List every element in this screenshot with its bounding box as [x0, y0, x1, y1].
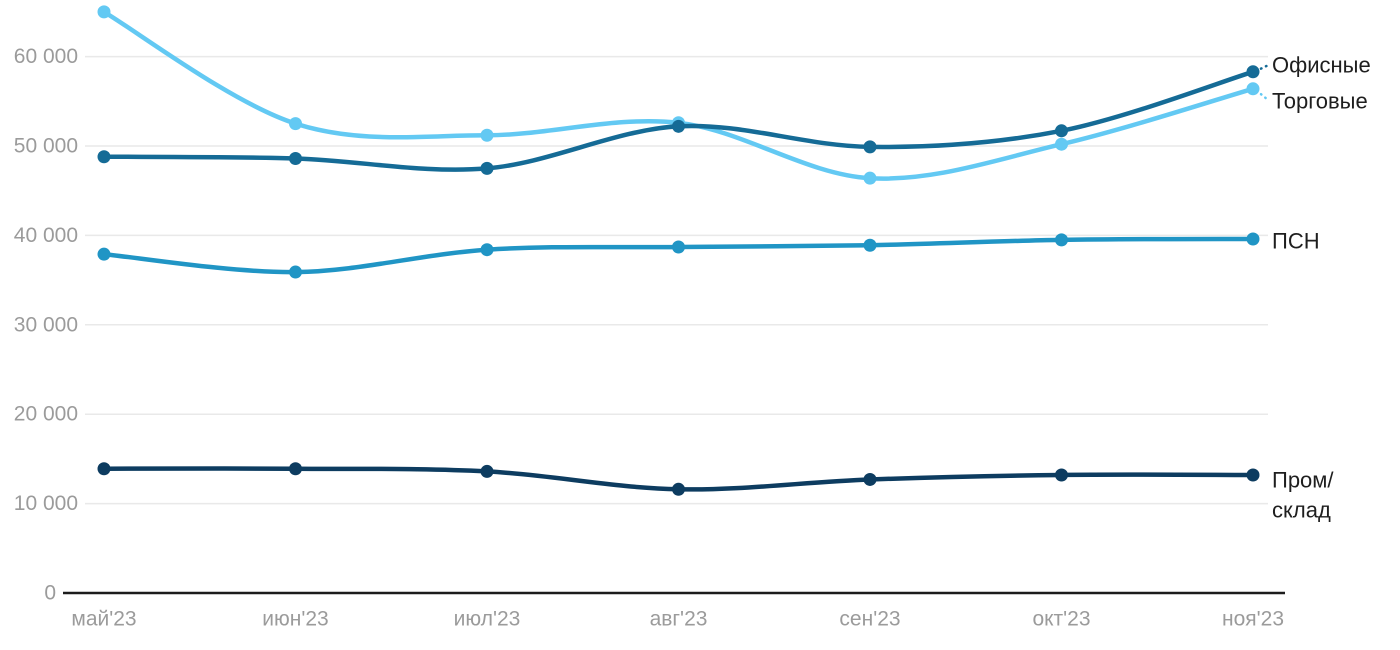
x-axis-tick-label: июл'23 [454, 608, 521, 631]
x-axis-tick-label: май'23 [71, 608, 136, 631]
data-point-psn[interactable] [480, 243, 494, 257]
series-label-ofisnye: Офисные [1272, 52, 1371, 77]
y-axis-tick-label: 0 [44, 582, 56, 605]
data-point-psn[interactable] [672, 240, 685, 254]
data-point-ofisnye[interactable] [480, 161, 494, 175]
data-point-torgovye[interactable] [1246, 82, 1260, 96]
y-axis-tick-label: 50 000 [14, 135, 78, 158]
data-point-torgovye[interactable] [1055, 137, 1068, 151]
x-axis-tick-label: авг'23 [650, 608, 708, 631]
series-label-torgovye: Торговые [1272, 88, 1368, 113]
x-axis-tick-label: окт'23 [1032, 608, 1090, 631]
data-point-ofisnye[interactable] [289, 152, 302, 166]
y-axis-tick-label: 30 000 [14, 313, 78, 336]
data-point-psn[interactable] [97, 247, 111, 261]
series-label-prom-sklad: склад [1272, 497, 1331, 522]
data-point-prom-sklad[interactable] [480, 464, 494, 478]
data-point-prom-sklad[interactable] [1055, 468, 1068, 482]
data-point-ofisnye[interactable] [672, 119, 685, 133]
data-point-torgovye[interactable] [480, 128, 494, 142]
y-axis-tick-label: 10 000 [14, 492, 78, 515]
data-point-torgovye[interactable] [863, 171, 877, 185]
series-label-psn: ПСН [1272, 228, 1320, 253]
data-point-psn[interactable] [863, 238, 877, 252]
data-point-psn[interactable] [289, 265, 302, 279]
data-point-torgovye[interactable] [97, 5, 111, 19]
data-point-prom-sklad[interactable] [863, 472, 877, 486]
y-axis-tick-label: 40 000 [14, 224, 78, 247]
y-axis-tick-label: 60 000 [14, 45, 78, 68]
x-axis-tick-label: ноя'23 [1222, 608, 1284, 631]
data-point-ofisnye[interactable] [97, 150, 111, 164]
data-point-ofisnye[interactable] [1055, 124, 1068, 138]
data-point-torgovye[interactable] [289, 117, 302, 131]
data-point-psn[interactable] [1246, 232, 1260, 246]
data-point-ofisnye[interactable] [1246, 65, 1260, 79]
data-point-prom-sklad[interactable] [289, 462, 302, 476]
label-leader-torgovye [1259, 92, 1271, 103]
x-axis-tick-label: июн'23 [262, 608, 328, 631]
data-point-prom-sklad[interactable] [97, 462, 111, 476]
data-point-ofisnye[interactable] [863, 140, 877, 154]
data-point-psn[interactable] [1055, 233, 1068, 247]
y-axis-tick-label: 20 000 [14, 403, 78, 426]
series-label-prom-sklad: Пром/ [1272, 467, 1334, 492]
series-line-torgovye [101, 9, 1256, 181]
x-axis-tick-label: сен'23 [839, 608, 900, 631]
data-point-prom-sklad[interactable] [1246, 468, 1260, 482]
data-point-prom-sklad[interactable] [672, 482, 685, 496]
label-leader-ofisnye [1259, 63, 1271, 70]
